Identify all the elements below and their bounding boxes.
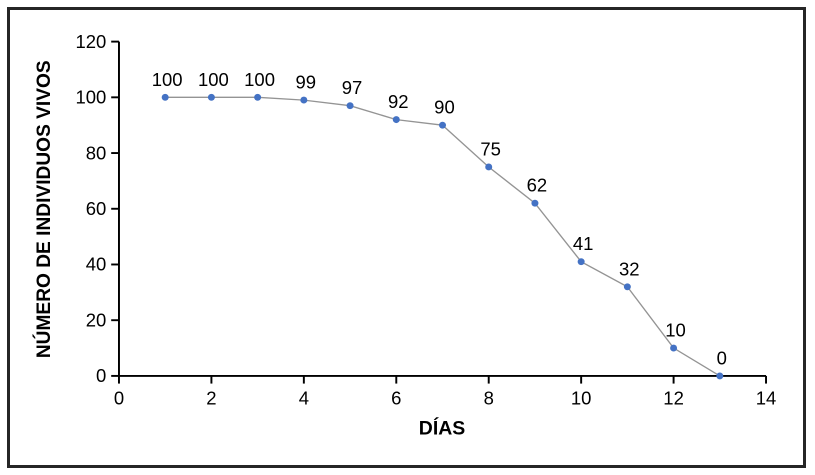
data-point-label: 90 (434, 97, 455, 118)
data-point-label: 75 (480, 139, 501, 160)
data-point (207, 93, 215, 101)
x-tick-label: 10 (571, 388, 592, 409)
y-axis-title: NÚMERO DE INDIVIDUOS VIVOS (31, 60, 55, 358)
y-tick-label: 100 (75, 87, 106, 108)
data-point-label: 10 (665, 320, 686, 341)
x-axis-title: DÍAS (419, 416, 466, 439)
data-point (438, 121, 447, 129)
y-tick-label: 60 (86, 198, 107, 219)
data-point (623, 283, 631, 291)
x-tick-label: 0 (114, 388, 124, 409)
x-tick-label: 6 (391, 388, 401, 409)
data-point (531, 199, 539, 207)
data-point-label: 100 (198, 69, 229, 90)
data-point (346, 102, 354, 110)
data-point-label: 92 (388, 91, 409, 112)
data-point-label: 0 (717, 348, 727, 369)
data-point-label: 62 (527, 175, 548, 196)
x-tick-label: 8 (484, 388, 494, 409)
data-point (577, 258, 585, 266)
x-tick-label: 12 (663, 388, 684, 409)
y-tick-label: 120 (75, 31, 106, 52)
chart-frame: 0 20 40 60 80 100 120 0 2 4 6 8 10 12 14 100 100 100 99 97 9… (7, 7, 806, 468)
data-point (485, 163, 493, 171)
data-point-label: 32 (619, 258, 640, 279)
data-point-label: 99 (296, 72, 317, 93)
series-line (165, 96, 721, 377)
data-point (300, 96, 308, 104)
data-point (670, 344, 678, 352)
data-point (161, 93, 169, 101)
x-tick-label: 14 (756, 388, 777, 409)
data-point-label: 100 (244, 69, 275, 90)
data-point-label: 97 (342, 77, 363, 98)
y-tick-label: 80 (86, 142, 107, 163)
y-tick-label: 20 (86, 310, 107, 331)
data-point-label: 100 (152, 69, 183, 90)
x-tick-label: 4 (299, 388, 309, 409)
data-point (716, 372, 724, 380)
y-tick-label: 0 (96, 365, 106, 386)
data-point (392, 116, 400, 124)
data-point (254, 93, 262, 101)
x-tick-label: 2 (206, 388, 216, 409)
data-point-label: 41 (573, 233, 594, 254)
y-tick-label: 40 (86, 254, 107, 275)
